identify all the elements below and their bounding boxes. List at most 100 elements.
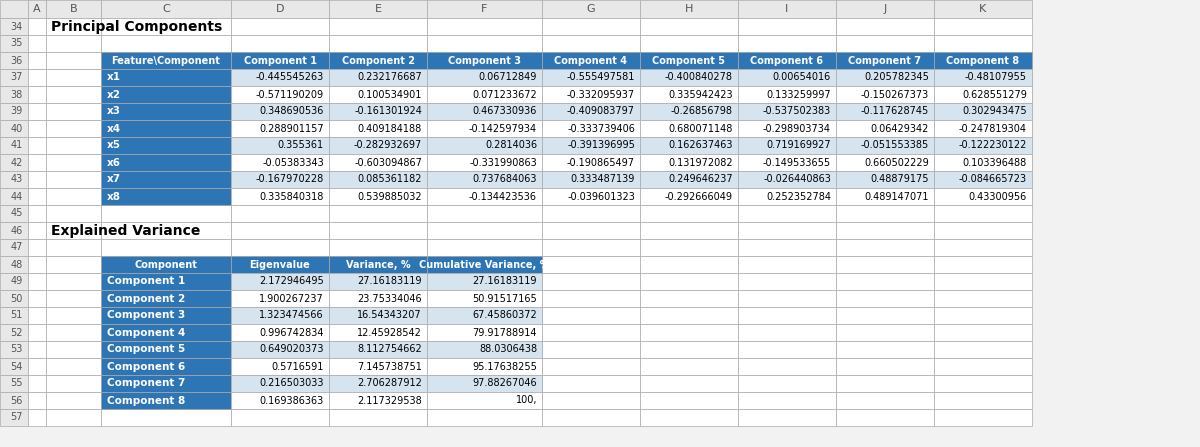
Text: Component 7: Component 7 xyxy=(107,379,185,388)
Text: G: G xyxy=(587,4,595,14)
Bar xyxy=(28,52,46,69)
Bar xyxy=(640,154,738,171)
Text: 35: 35 xyxy=(11,38,23,49)
Bar xyxy=(28,392,46,409)
Bar xyxy=(640,188,738,205)
Bar xyxy=(230,137,329,154)
Bar xyxy=(28,256,46,273)
Text: 0.131972082: 0.131972082 xyxy=(668,157,733,168)
Bar xyxy=(46,239,101,256)
Bar xyxy=(329,273,427,290)
Bar xyxy=(738,205,836,222)
Bar xyxy=(101,273,230,290)
Bar xyxy=(46,324,101,341)
Bar xyxy=(329,137,427,154)
Text: -0.571190209: -0.571190209 xyxy=(256,89,324,100)
Text: -0.292666049: -0.292666049 xyxy=(665,191,733,202)
Bar xyxy=(0,86,28,103)
Bar xyxy=(28,273,46,290)
Text: x4: x4 xyxy=(107,123,121,134)
Bar xyxy=(427,290,542,307)
Text: C: C xyxy=(162,4,170,14)
Bar xyxy=(0,273,28,290)
Text: -0.333739406: -0.333739406 xyxy=(568,123,635,134)
Bar xyxy=(542,358,640,375)
Bar xyxy=(46,392,101,409)
Bar xyxy=(101,69,230,86)
Bar xyxy=(934,171,1032,188)
Bar xyxy=(230,307,329,324)
Bar xyxy=(640,137,738,154)
Bar xyxy=(427,0,542,18)
Text: 0.288901157: 0.288901157 xyxy=(259,123,324,134)
Bar xyxy=(101,256,230,273)
Bar xyxy=(28,409,46,426)
Bar xyxy=(0,0,28,18)
Text: -0.391396995: -0.391396995 xyxy=(568,140,635,151)
Bar xyxy=(934,35,1032,52)
Bar xyxy=(542,324,640,341)
Bar xyxy=(836,120,934,137)
Text: 0.489147071: 0.489147071 xyxy=(864,191,929,202)
Bar xyxy=(230,86,329,103)
Text: -0.445545263: -0.445545263 xyxy=(256,72,324,83)
Bar xyxy=(542,392,640,409)
Bar xyxy=(427,137,542,154)
Bar xyxy=(230,188,329,205)
Bar xyxy=(738,103,836,120)
Bar xyxy=(427,18,542,35)
Text: -0.161301924: -0.161301924 xyxy=(354,106,422,117)
Bar xyxy=(28,103,46,120)
Text: -0.084665723: -0.084665723 xyxy=(959,174,1027,185)
Bar xyxy=(329,358,427,375)
Bar xyxy=(427,358,542,375)
Bar xyxy=(427,273,542,290)
Bar xyxy=(640,239,738,256)
Bar xyxy=(101,52,230,69)
Text: 55: 55 xyxy=(11,379,23,388)
Bar xyxy=(738,137,836,154)
Bar xyxy=(230,154,329,171)
Bar xyxy=(230,86,329,103)
Text: 56: 56 xyxy=(11,396,23,405)
Bar xyxy=(542,239,640,256)
Bar xyxy=(230,69,329,86)
Bar xyxy=(101,290,230,307)
Bar xyxy=(230,273,329,290)
Bar xyxy=(329,86,427,103)
Bar xyxy=(101,86,230,103)
Bar xyxy=(934,188,1032,205)
Bar xyxy=(542,0,640,18)
Text: x3: x3 xyxy=(107,106,121,117)
Text: -0.26856798: -0.26856798 xyxy=(671,106,733,117)
Bar xyxy=(934,273,1032,290)
Text: 0.103396488: 0.103396488 xyxy=(962,157,1027,168)
Bar xyxy=(230,409,329,426)
Bar xyxy=(640,120,738,137)
Bar xyxy=(101,35,230,52)
Bar xyxy=(46,256,101,273)
Bar xyxy=(934,409,1032,426)
Text: 0.335840318: 0.335840318 xyxy=(259,191,324,202)
Text: 0.335942423: 0.335942423 xyxy=(668,89,733,100)
Bar xyxy=(836,409,934,426)
Bar xyxy=(738,137,836,154)
Bar xyxy=(640,103,738,120)
Bar xyxy=(329,18,427,35)
Bar xyxy=(101,52,230,69)
Bar xyxy=(738,52,836,69)
Text: -0.247819304: -0.247819304 xyxy=(959,123,1027,134)
Bar xyxy=(640,52,738,69)
Text: 47: 47 xyxy=(11,243,23,253)
Bar xyxy=(101,307,230,324)
Bar xyxy=(0,222,28,239)
Bar xyxy=(101,154,230,171)
Bar xyxy=(738,188,836,205)
Text: -0.537502383: -0.537502383 xyxy=(763,106,830,117)
Bar xyxy=(329,375,427,392)
Bar xyxy=(542,409,640,426)
Bar xyxy=(329,120,427,137)
Text: 1.900267237: 1.900267237 xyxy=(259,294,324,304)
Bar xyxy=(427,222,542,239)
Bar xyxy=(0,307,28,324)
